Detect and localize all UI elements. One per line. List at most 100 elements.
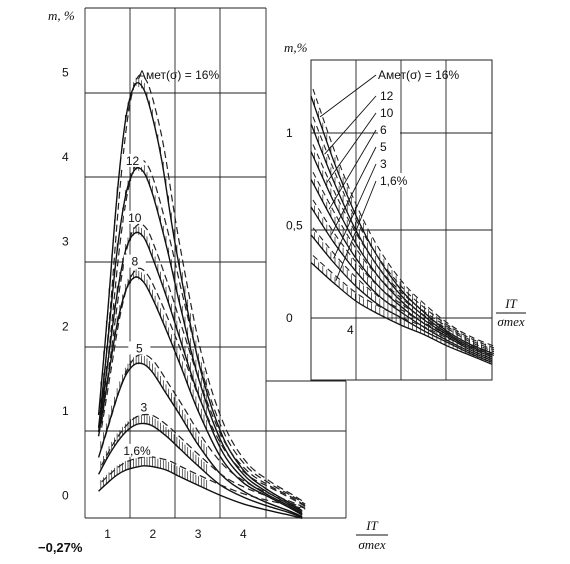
- main-series-line: [98, 465, 303, 519]
- inset-series-bound-line: [312, 144, 495, 351]
- inset-curve-label: 10: [380, 106, 394, 120]
- inset-leader-lines: [319, 74, 377, 281]
- inset-legend-label: Aмет(σ) = 16%: [378, 68, 459, 82]
- bottom-note: −0,27%: [38, 540, 83, 555]
- main-curve-label: 10: [128, 211, 142, 225]
- inset-curve-label: 5: [380, 140, 387, 154]
- inset-curve-label: 12: [380, 89, 394, 103]
- inset-curve-label: 3: [380, 157, 387, 171]
- inset-curve-label-bg: [378, 173, 412, 187]
- inset-leader-line: [333, 163, 377, 259]
- inset-series-line: [310, 262, 493, 365]
- inset-curve-labels: 12 10 6 5 3 1,6%: [378, 88, 412, 188]
- inset-curve-label: 1,6%: [380, 174, 408, 188]
- main-curve-label-bg: [132, 400, 155, 414]
- main-x-tick-label: 2: [150, 527, 157, 541]
- inset-series-line: [310, 206, 493, 362]
- inset-curve-label-bg: [378, 105, 400, 119]
- main-curve-label: 5: [136, 342, 143, 356]
- main-series-line: [97, 276, 303, 516]
- inset-curve-label-bg: [378, 156, 400, 170]
- main-series-7: [98, 455, 306, 519]
- main-y-tick-label: 3: [62, 235, 69, 249]
- main-y-tick-label: 5: [62, 66, 69, 80]
- main-series-1: [97, 74, 306, 512]
- main-y-tick-label: 1: [62, 404, 69, 418]
- inset-y-axis-label: m,%: [284, 40, 308, 55]
- inset-leader-line: [335, 180, 377, 281]
- main-x-tick-label: 3: [195, 527, 202, 541]
- main-series-line: [97, 422, 303, 519]
- main-curve-label-bg: [122, 443, 152, 457]
- main-x-label-numerator: IT: [365, 518, 378, 533]
- main-x-axis-label: IT σmex: [356, 518, 388, 552]
- main-series-bound-line: [101, 74, 306, 504]
- inset-curve-label: 6: [380, 123, 387, 137]
- main-series-bound-line: [101, 455, 306, 510]
- main-chart-grid: [84, 7, 347, 519]
- main-series-hatch: [100, 456, 208, 490]
- inset-chart-background: [310, 59, 493, 381]
- main-curve-label: 12: [126, 154, 140, 168]
- main-series-line: [97, 167, 303, 513]
- inset-y-tick-label: 1: [286, 126, 293, 140]
- main-curve-label: 1,6%: [123, 444, 151, 458]
- inset-series-bound-line: [312, 255, 495, 358]
- inset-leader-line: [324, 95, 377, 155]
- main-curve-label-bg: [123, 210, 146, 224]
- inset-x-label-denominator: σmex: [497, 314, 525, 329]
- main-series-5: [97, 353, 306, 518]
- inset-leader-line: [328, 129, 377, 210]
- main-curve-label: 3: [140, 401, 147, 415]
- inset-series-line: [310, 95, 493, 354]
- main-y-tick-label: 0: [62, 489, 69, 503]
- inset-series-bound-line: [312, 116, 495, 349]
- main-curves: [97, 74, 306, 519]
- main-x-tick-labels: 1 2 3 4: [104, 527, 247, 541]
- main-y-axis-label: m, %: [48, 8, 75, 23]
- inset-series-7: [310, 255, 495, 365]
- main-curve-label: 8: [131, 255, 138, 269]
- main-series-bound-line: [101, 413, 306, 510]
- inset-series-4: [310, 172, 495, 360]
- inset-x-label-numerator: IT: [504, 296, 517, 311]
- inset-y-tick-label: 0,5: [286, 219, 303, 233]
- main-series-line: [97, 231, 303, 515]
- inset-leader-line: [330, 146, 377, 235]
- main-series-6: [97, 413, 306, 519]
- inset-series-bound-line: [312, 88, 495, 347]
- inset-leader-line: [326, 112, 377, 183]
- inset-x-axis-label: IT σmex: [496, 296, 526, 329]
- inset-series-bound-line: [312, 172, 495, 353]
- inset-series-bound-line: [312, 199, 495, 355]
- inset-series-bound-line: [312, 227, 495, 356]
- main-curve-label-bg: [121, 153, 144, 167]
- main-curve-label-bg: [128, 341, 151, 355]
- main-series-hatch: [100, 355, 208, 456]
- inset-y-tick-labels: 00,51: [286, 126, 303, 325]
- main-series-bound-line: [101, 223, 306, 507]
- main-y-tick-labels: 0 1 2 3 4 5: [62, 66, 69, 503]
- inset-curve-label-bg: [378, 88, 400, 102]
- main-y-tick-label: 2: [62, 319, 69, 333]
- main-legend-label: Aмет(σ) = 16%: [138, 68, 219, 82]
- inset-legend-leader-line: [319, 74, 377, 118]
- main-series-bound-line: [101, 267, 306, 507]
- main-series-line: [97, 362, 303, 518]
- main-x-tick-label: 1: [104, 527, 111, 541]
- main-y-tick-label: 4: [62, 150, 69, 164]
- inset-series-line: [310, 178, 493, 360]
- inset-curve-label-bg: [378, 122, 400, 136]
- inset-curve-label-bg: [378, 139, 400, 153]
- main-curve-label-bg: [123, 254, 146, 268]
- main-series-bound-line: [101, 158, 306, 505]
- main-series-4: [97, 267, 306, 516]
- inset-y-tick-label: 0: [286, 311, 293, 325]
- main-series-3: [97, 223, 306, 515]
- main-curve-labels: 12 10 8 5 3 1,6%: [121, 153, 155, 458]
- main-x-label-denominator: σmex: [358, 537, 386, 552]
- inset-x-tick-label: 4: [347, 323, 354, 337]
- main-x-tick-label: 4: [240, 527, 247, 541]
- inset-series-hatch: [314, 258, 491, 364]
